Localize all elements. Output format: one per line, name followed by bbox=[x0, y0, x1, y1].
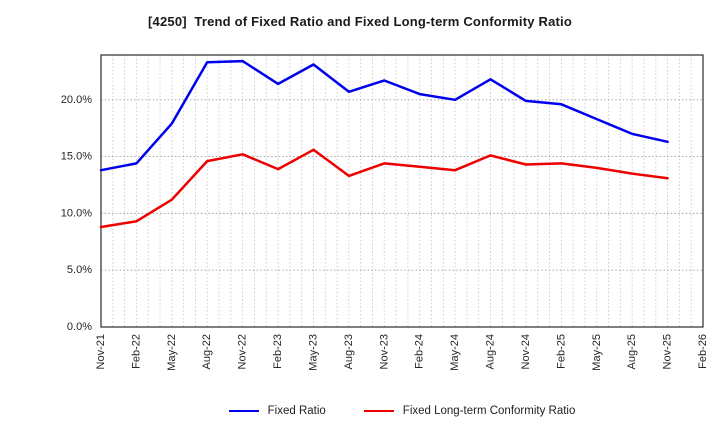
x-tick-label: Aug-25 bbox=[626, 334, 638, 369]
x-tick-label: Feb-26 bbox=[697, 334, 709, 369]
x-tick-label: Nov-25 bbox=[662, 334, 674, 369]
x-tick-label: Aug-23 bbox=[343, 334, 355, 369]
y-tick-label: 5.0% bbox=[67, 264, 92, 276]
legend-line-red-icon bbox=[363, 410, 394, 412]
x-tick-label: Nov-24 bbox=[520, 334, 532, 369]
x-tick-label: May-24 bbox=[449, 334, 461, 371]
x-tick-label: Nov-23 bbox=[378, 334, 390, 369]
series-line-fixed-ratio bbox=[99, 59, 669, 172]
legend-label-fixed-ratio: Fixed Ratio bbox=[267, 405, 326, 417]
chart-title: [4250] Trend of Fixed Ratio and Fixed Lo… bbox=[148, 14, 572, 29]
legend-label-fixed-long-term-conformity-ratio: Fixed Long-term Conformity Ratio bbox=[402, 405, 576, 417]
x-tick-label: Nov-22 bbox=[237, 334, 249, 369]
x-tick-label: Feb-22 bbox=[130, 334, 142, 369]
y-tick-label: 10.0% bbox=[61, 207, 92, 219]
legend: Fixed Ratio Fixed Long-term Conformity R… bbox=[101, 405, 703, 417]
series-line-fixed-long-term-conformity-ratio bbox=[99, 148, 669, 229]
x-tick-label: Aug-24 bbox=[485, 334, 497, 369]
x-tick-label: Feb-23 bbox=[272, 334, 284, 369]
y-tick-label: 0.0% bbox=[67, 321, 92, 333]
x-tick-label: May-25 bbox=[591, 334, 603, 371]
y-tick-label: 15.0% bbox=[61, 151, 92, 163]
x-tick-label: Nov-21 bbox=[95, 334, 107, 369]
legend-line-blue-icon bbox=[228, 410, 259, 412]
x-tick-label: Feb-24 bbox=[414, 334, 426, 369]
plot-frame bbox=[100, 54, 704, 328]
legend-item-fixed-ratio: Fixed Ratio bbox=[228, 405, 326, 417]
x-tick-label: May-23 bbox=[307, 334, 319, 371]
x-tick-label: Aug-22 bbox=[201, 334, 213, 369]
x-tick-label: Feb-25 bbox=[555, 334, 567, 369]
y-tick-label: 20.0% bbox=[61, 94, 92, 106]
legend-item-fixed-long-term-conformity-ratio: Fixed Long-term Conformity Ratio bbox=[363, 405, 576, 417]
x-tick-label: May-22 bbox=[166, 334, 178, 371]
